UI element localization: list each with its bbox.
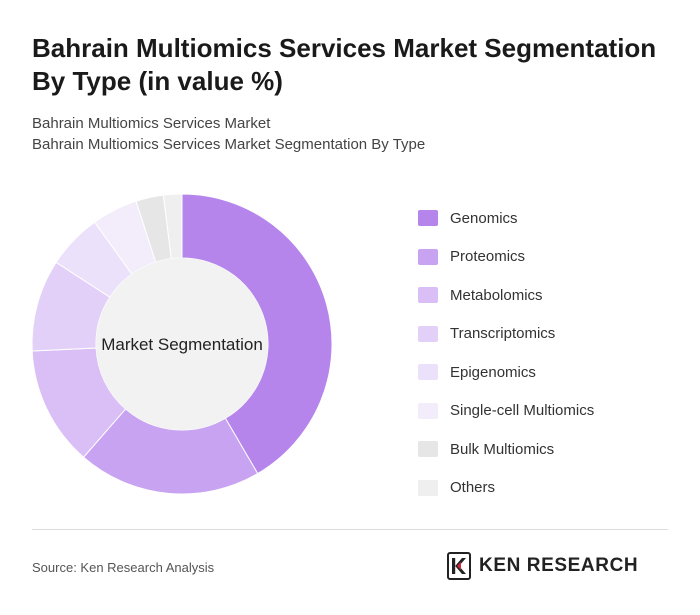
legend-item: Others bbox=[418, 469, 688, 508]
legend-swatch bbox=[418, 248, 438, 265]
legend-item: Epigenomics bbox=[418, 353, 688, 392]
chart-subtitle: Bahrain Multiomics Services Market Bahra… bbox=[32, 113, 672, 155]
source-note: Source: Ken Research Analysis bbox=[32, 560, 215, 575]
legend-label: Epigenomics bbox=[450, 363, 536, 381]
legend-item: Proteomics bbox=[418, 238, 688, 277]
legend-label: Single-cell Multiomics bbox=[450, 402, 595, 420]
donut-center bbox=[96, 258, 268, 430]
legend-label: Bulk Multiomics bbox=[450, 440, 555, 458]
footer-divider bbox=[32, 529, 668, 530]
legend-label: Proteomics bbox=[450, 248, 526, 266]
ken-research-logo-mark bbox=[447, 552, 471, 580]
legend-label: Others bbox=[450, 479, 496, 497]
center-label: Market Segmentation bbox=[101, 335, 263, 354]
legend-label: Genomics bbox=[450, 209, 518, 227]
legend-label: Transcriptomics bbox=[450, 325, 556, 343]
legend-swatch bbox=[418, 210, 438, 227]
legend-item: Transcriptomics bbox=[418, 315, 688, 354]
legend: Genomics Proteomics Metabolomics Transcript… bbox=[418, 199, 688, 507]
legend-swatch bbox=[418, 287, 438, 304]
legend-swatch bbox=[418, 325, 438, 342]
subtitle-line-2: Bahrain Multiomics Services Market Segme… bbox=[32, 136, 426, 153]
legend-item: Bulk Multiomics bbox=[418, 430, 688, 469]
legend-item: Metabolomics bbox=[418, 276, 688, 315]
chart-title: Bahrain Multiomics Services Market Segme… bbox=[32, 33, 657, 96]
legend-swatch bbox=[418, 441, 438, 458]
ken-research-logo: KEN RESEARCH bbox=[447, 552, 638, 580]
legend-item: Genomics bbox=[418, 199, 688, 238]
legend-swatch bbox=[418, 364, 438, 381]
subtitle-line-1: Bahrain Multiomics Services Market bbox=[32, 115, 271, 132]
legend-label: Metabolomics bbox=[450, 286, 543, 304]
legend-item: Single-cell Multiomics bbox=[418, 392, 688, 431]
brand-name: KEN RESEARCH bbox=[479, 555, 639, 576]
legend-swatch bbox=[418, 479, 438, 496]
legend-swatch bbox=[418, 402, 438, 419]
